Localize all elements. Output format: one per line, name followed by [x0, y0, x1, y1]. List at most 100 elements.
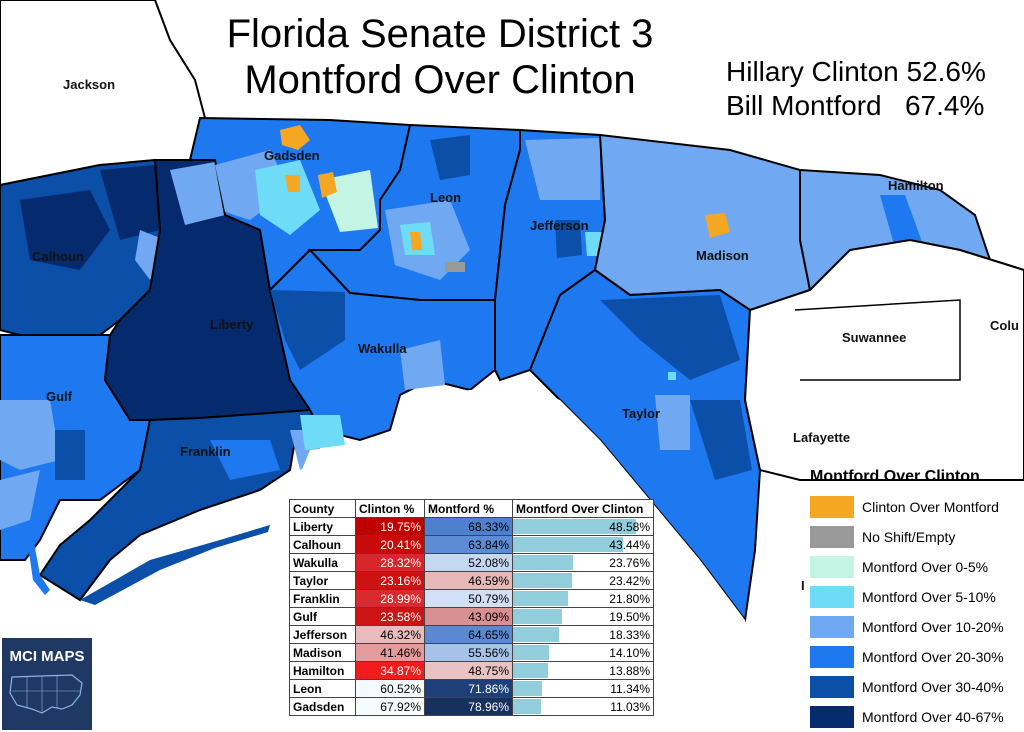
usa-map-icon [9, 674, 83, 714]
table-row: Madison 41.46% 55.56% 14.10% [289, 643, 654, 662]
diff-value: 11.34% [610, 681, 650, 696]
gulf-precinct [0, 400, 60, 470]
diff-bar [513, 645, 549, 660]
cell-county: Gulf [289, 607, 356, 626]
cell-clinton: 19.75% [355, 517, 425, 536]
table-body: Liberty 19.75% 68.33% 48.58% Calhoun 20.41% 63… [289, 517, 654, 716]
legend-item: Montford Over 40-67% [800, 702, 1024, 732]
cell-clinton: 60.52% [355, 679, 425, 698]
taylor-precinct-4 [668, 372, 676, 380]
cell-montford: 71.86% [424, 679, 513, 698]
cell-county: Taylor [289, 571, 356, 590]
stat-clinton-name: Hillary Clinton [726, 56, 899, 87]
cell-diff: 18.33% [512, 625, 654, 644]
legend-title: Montford Over Clinton [810, 468, 980, 485]
gadsden-precinct-2 [255, 160, 320, 235]
legend-item: Montford Over 10-20% [800, 612, 1024, 642]
cell-montford: 68.33% [424, 517, 513, 536]
diff-value: 13.88% [609, 663, 650, 678]
wakulla-precinct-2 [300, 415, 345, 450]
cell-montford: 43.09% [424, 607, 513, 626]
county-label-lafayette: Lafayette [793, 430, 851, 445]
cell-montford: 52.08% [424, 553, 513, 572]
county-label-jefferson: Jefferson [530, 218, 589, 233]
legend-item: Clinton Over Montford [800, 492, 1024, 522]
gadsden-clinton-1 [280, 125, 310, 150]
table-row: Gulf 23.58% 43.09% 19.50% [289, 607, 654, 626]
diff-bar [513, 663, 549, 678]
legend-item: Montford Over 30-40% [800, 672, 1024, 702]
legend-label: Montford Over 40-67% [862, 709, 1004, 725]
table-row: Leon 60.52% 71.86% 11.34% [289, 679, 654, 698]
table-header-row: County Clinton % Montford % Montford Ove… [289, 499, 654, 518]
cell-clinton: 46.32% [355, 625, 425, 644]
legend-swatch [810, 646, 854, 668]
table-row: Franklin 28.99% 50.79% 21.80% [289, 589, 654, 608]
liberty-precinct [170, 162, 225, 225]
cell-diff: 19.50% [512, 607, 654, 626]
cell-diff: 21.80% [512, 589, 654, 608]
cell-county: Franklin [289, 589, 356, 608]
jefferson-precinct-2 [555, 220, 582, 258]
cell-montford: 63.84% [424, 535, 513, 554]
calhoun-precinct-2 [100, 165, 160, 240]
header-county: County [289, 499, 356, 518]
header-clinton: Clinton % [355, 499, 425, 518]
gulf-precinct-2 [55, 430, 85, 480]
cell-diff: 11.34% [512, 679, 654, 698]
logo-text: MCI MAPS [9, 648, 85, 665]
cell-diff: 14.10% [512, 643, 654, 662]
legend-label: Montford Over 0-5% [862, 559, 989, 575]
county-label-calhoun: Calhoun [32, 249, 84, 264]
legend-swatch [810, 676, 854, 698]
cell-clinton: 20.41% [355, 535, 425, 554]
suwannee-border [794, 299, 961, 381]
cell-county: Jefferson [289, 625, 356, 644]
legend-label: Clinton Over Montford [862, 499, 999, 515]
legend-swatch [810, 496, 854, 518]
cell-clinton: 67.92% [355, 697, 425, 716]
table-row: Calhoun 20.41% 63.84% 43.44% [289, 535, 654, 554]
cell-montford: 64.65% [424, 625, 513, 644]
cell-montford: 55.56% [424, 643, 513, 662]
mci-maps-logo: MCI MAPS [2, 638, 92, 730]
county-label-wakulla: Wakulla [358, 341, 407, 356]
cell-diff: 13.88% [512, 661, 654, 680]
table-row: Liberty 19.75% 68.33% 48.58% [289, 517, 654, 536]
calhoun-precinct [20, 190, 110, 270]
table-row: Gadsden 67.92% 78.96% 11.03% [289, 697, 654, 716]
legend-item: Montford Over 5-10% [800, 582, 1024, 612]
madison-clinton [705, 213, 730, 238]
county-label-suwannee: Suwannee [842, 330, 907, 345]
cell-county: Leon [289, 679, 356, 698]
legend-label: Montford Over 30-40% [862, 679, 1004, 695]
diff-bar [513, 681, 542, 696]
county-label-dixie: I [801, 578, 805, 593]
cell-county: Wakulla [289, 553, 356, 572]
diff-bar [513, 627, 560, 642]
table-row: Hamilton 34.87% 48.75% 13.88% [289, 661, 654, 680]
county-label-gulf: Gulf [46, 389, 72, 404]
diff-bar [513, 609, 563, 624]
header-diff: Montford Over Clinton [512, 499, 654, 518]
diff-value: 11.03% [610, 699, 650, 714]
legend-swatch [810, 616, 854, 638]
cell-clinton: 34.87% [355, 661, 425, 680]
legend-label: No Shift/Empty [862, 529, 956, 545]
diff-bar [513, 555, 574, 570]
legend-item: Montford Over 20-30% [800, 642, 1024, 672]
cell-county: Hamilton [289, 661, 356, 680]
county-label-franklin: Franklin [180, 444, 231, 459]
cell-diff: 11.03% [512, 697, 654, 716]
legend-swatch [810, 586, 854, 608]
cell-montford: 46.59% [424, 571, 513, 590]
legend-item: Montford Over 0-5% [800, 552, 1024, 582]
cell-county: Calhoun [289, 535, 356, 554]
legend-swatch [810, 526, 854, 548]
jefferson-precinct [525, 138, 600, 200]
diff-value: 23.42% [609, 573, 650, 588]
leon-clinton [410, 232, 422, 250]
stat-montford-name: Bill Montford [726, 90, 882, 121]
legend: Montford Over Clinton Clinton Over Montf… [800, 468, 1024, 732]
cell-county: Madison [289, 643, 356, 662]
